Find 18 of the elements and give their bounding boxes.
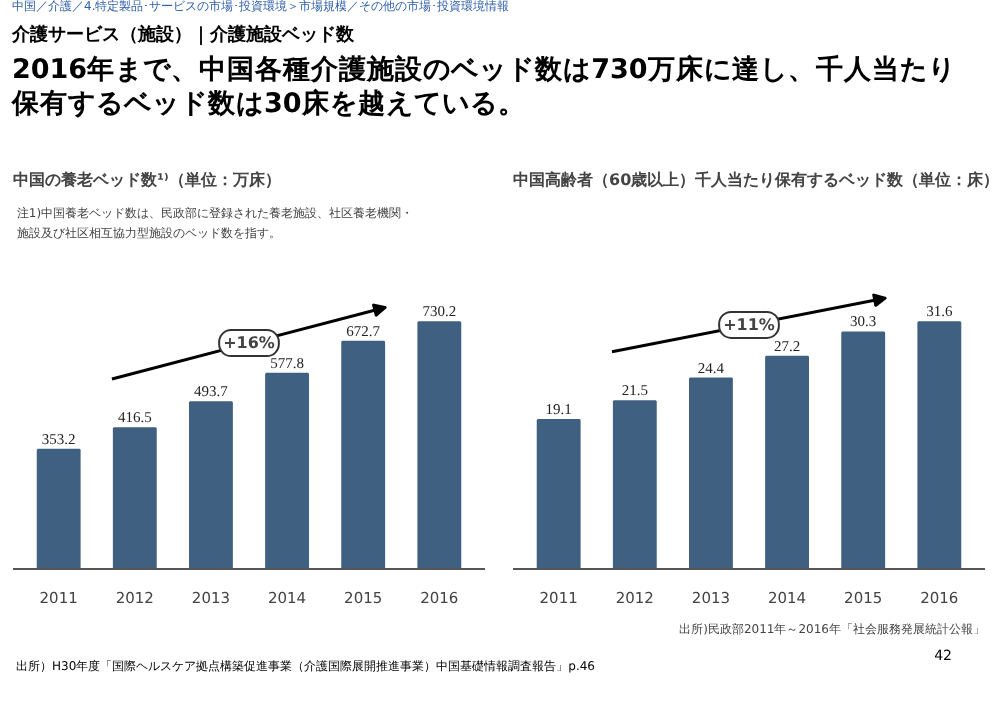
- bar: [765, 355, 809, 569]
- bar: [841, 331, 886, 569]
- chart-title: 中国高齢者（60歳以上）千人当たり保有するベッド数（単位：床）: [513, 169, 1000, 189]
- annotation: +11%: [723, 315, 775, 334]
- bar: [189, 401, 233, 569]
- chart-title: 中国の養老ベッド数¹⁾（単位：万床）: [13, 169, 281, 189]
- bar: [689, 377, 733, 569]
- text: 2016年まで、中国各種介護施設のベッド数は730万床に達し、千人当たり保有するベッド数は30床を越えている。: [12, 54, 958, 123]
- annotation: +16%: [223, 334, 275, 353]
- bar: [536, 418, 581, 569]
- bar: [917, 321, 962, 569]
- bar: [341, 340, 386, 569]
- bar: [265, 372, 309, 569]
- bar: [612, 400, 657, 569]
- bar: [36, 448, 81, 569]
- bar: [417, 321, 462, 569]
- text: 介護サービス（施設）｜介護施設ベッド数: [12, 23, 356, 49]
- bar: [112, 427, 157, 569]
